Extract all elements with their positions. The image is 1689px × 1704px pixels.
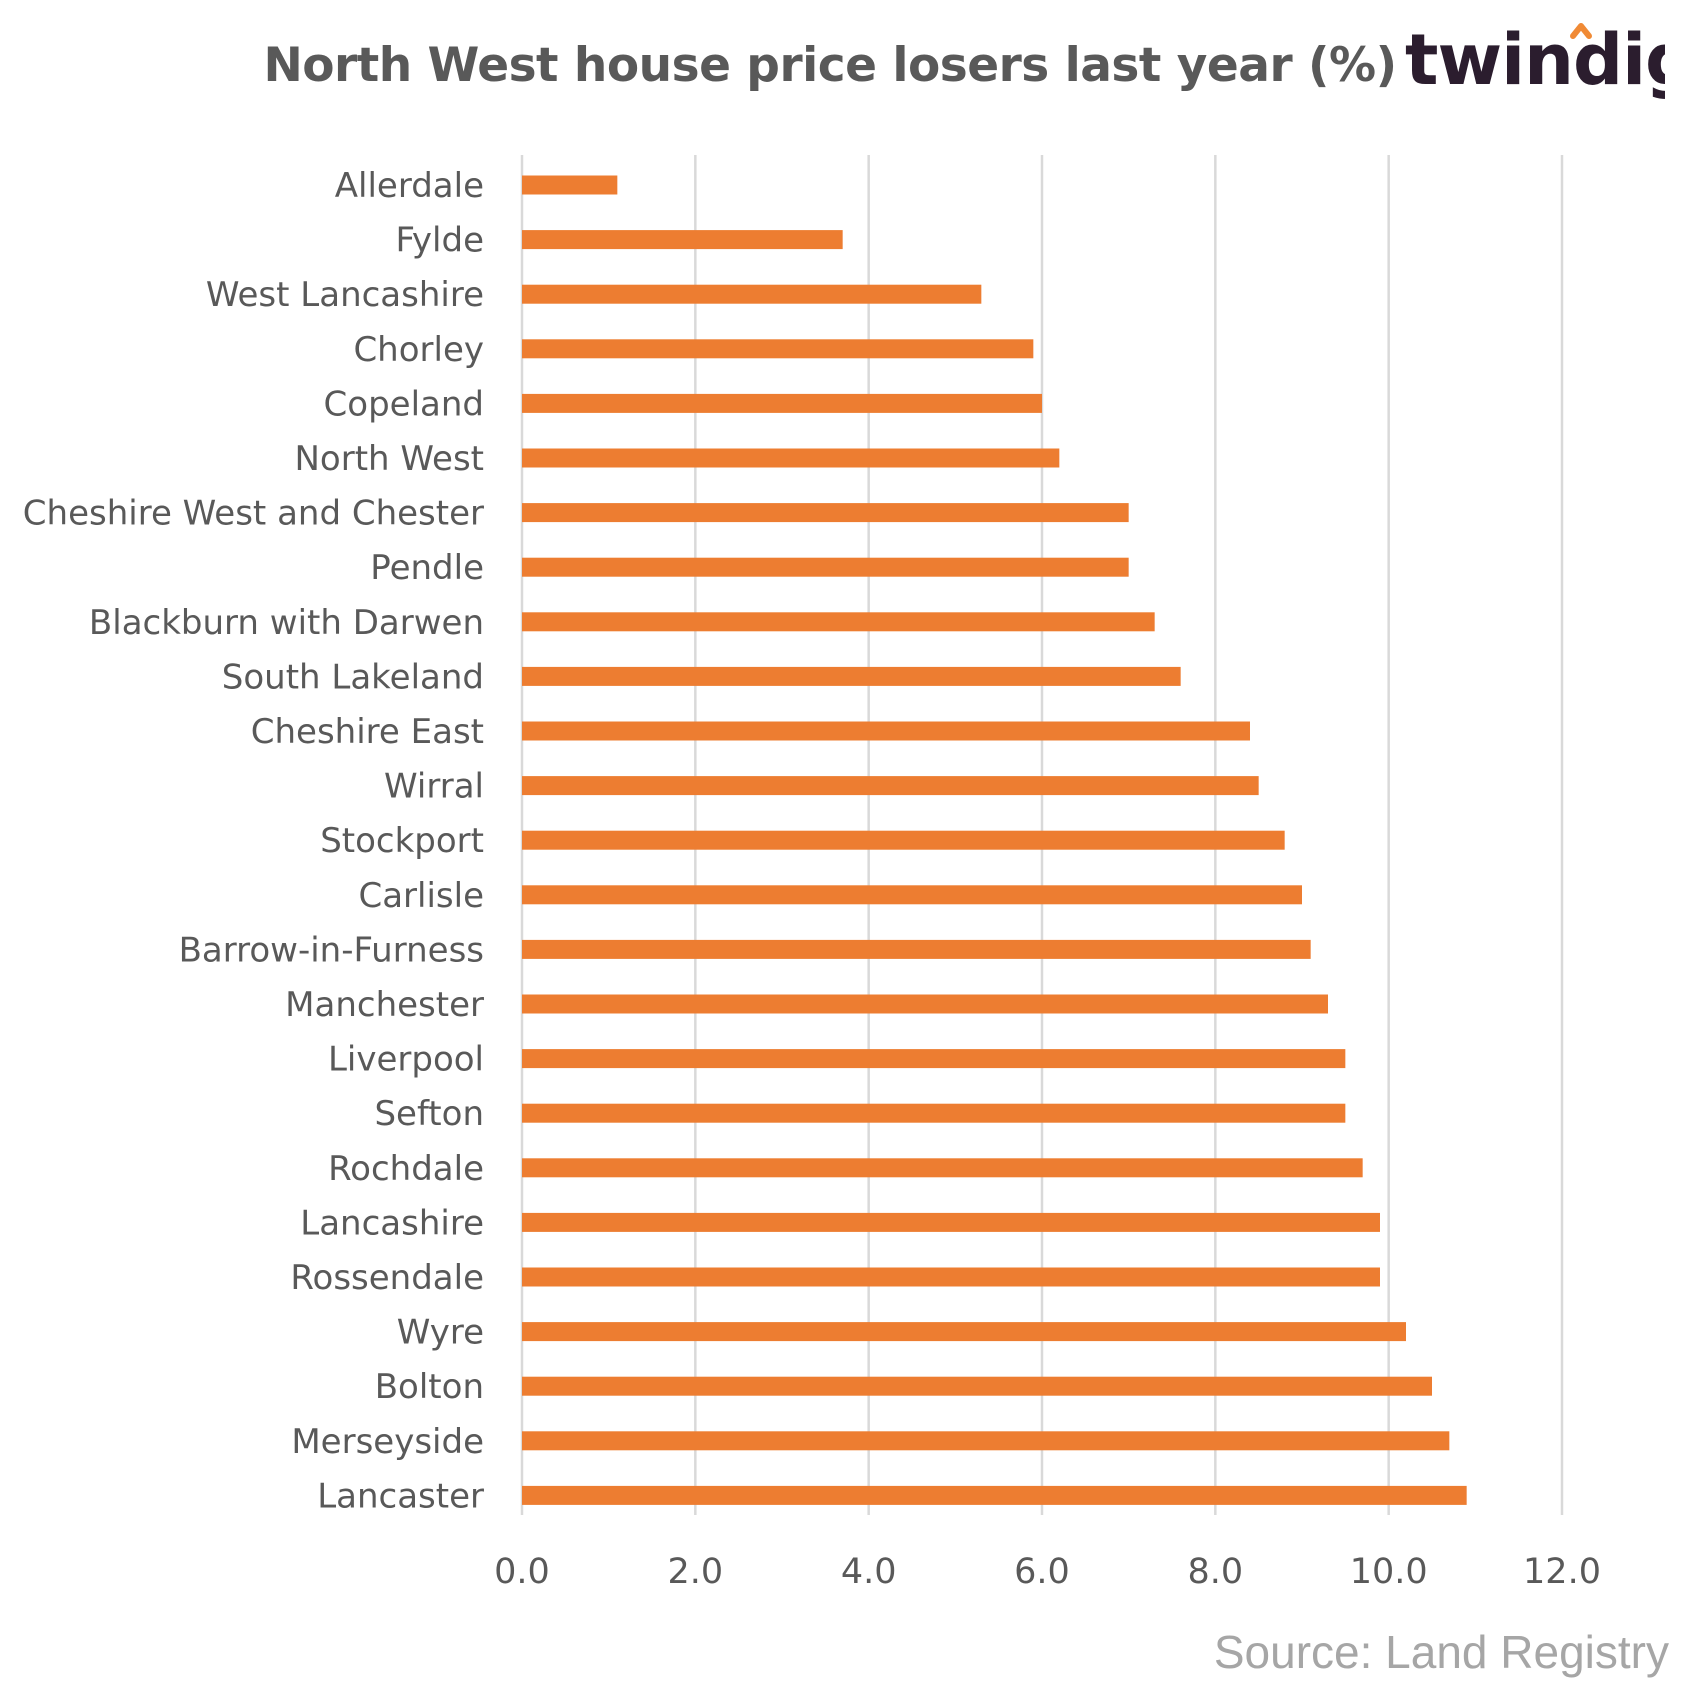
bar <box>522 830 1285 850</box>
category-label: Stockport <box>320 821 484 861</box>
category-label: Carlisle <box>358 876 484 916</box>
bar <box>522 612 1155 632</box>
bar <box>522 1049 1346 1069</box>
category-label: Allerdale <box>335 166 484 206</box>
category-label: South Lakeland <box>222 657 484 697</box>
x-tick-label: 8.0 <box>1187 1552 1243 1592</box>
category-label: Cheshire East <box>251 712 484 752</box>
x-tick-label: 2.0 <box>667 1552 723 1592</box>
logo-wordmark: twindig <box>1405 19 1665 101</box>
bar <box>522 1431 1450 1451</box>
x-tick-label: 12.0 <box>1523 1552 1601 1592</box>
bar <box>522 1322 1406 1342</box>
category-label: Lancashire <box>300 1203 484 1243</box>
bar <box>522 721 1250 741</box>
bar <box>522 1103 1346 1123</box>
category-label: Cheshire West and Chester <box>23 494 484 534</box>
bar <box>522 448 1060 468</box>
category-label: Chorley <box>353 330 484 370</box>
category-label: Blackburn with Darwen <box>89 603 484 643</box>
bar <box>522 175 618 195</box>
twindig-logo: twindig <box>1405 19 1665 101</box>
bar <box>522 1158 1363 1178</box>
category-label: Sefton <box>374 1094 484 1134</box>
bar <box>522 1485 1467 1505</box>
x-tick-label: 6.0 <box>1014 1552 1070 1592</box>
category-label: Bolton <box>375 1367 484 1407</box>
bar <box>522 503 1129 523</box>
category-labels: Allerdale Fylde West Lancashire Chorley Cope… <box>23 166 484 1516</box>
bar <box>522 939 1311 959</box>
bars <box>522 175 1467 1505</box>
bar <box>522 557 1129 577</box>
bar <box>522 1212 1380 1232</box>
logo-accent-icon <box>1570 23 1592 39</box>
bar <box>522 1267 1380 1287</box>
x-tick-label: 10.0 <box>1350 1552 1428 1592</box>
category-label: Pendle <box>370 548 484 588</box>
bar <box>522 393 1042 413</box>
bar <box>522 885 1302 905</box>
category-label: Liverpool <box>328 1040 484 1080</box>
source-note: Source: Land Registry <box>1213 1626 1669 1678</box>
bar <box>522 666 1181 686</box>
category-label: Barrow-in-Furness <box>179 930 484 970</box>
bar <box>522 1376 1432 1396</box>
category-label: North West <box>295 439 485 479</box>
x-tick-label: 0.0 <box>494 1552 550 1592</box>
x-tick-label: 4.0 <box>841 1552 897 1592</box>
category-label: Lancaster <box>317 1476 484 1516</box>
category-label: Merseyside <box>291 1422 484 1462</box>
category-label: Copeland <box>324 384 484 424</box>
chart-title: North West house price losers last year … <box>263 38 1397 93</box>
bar <box>522 284 982 304</box>
category-label: Fylde <box>395 221 484 261</box>
bar <box>522 776 1259 796</box>
bar <box>522 994 1328 1014</box>
category-label: Wirral <box>384 767 484 807</box>
category-label: West Lancashire <box>206 275 484 315</box>
category-label: Rochdale <box>328 1149 484 1189</box>
category-label: Manchester <box>285 985 484 1025</box>
category-label: Wyre <box>397 1313 484 1353</box>
bar <box>522 230 843 250</box>
category-label: Rossendale <box>290 1258 484 1298</box>
x-tick-labels: 0.0 2.0 4.0 6.0 8.0 10.0 12.0 <box>494 1552 1601 1592</box>
bar <box>522 339 1034 359</box>
